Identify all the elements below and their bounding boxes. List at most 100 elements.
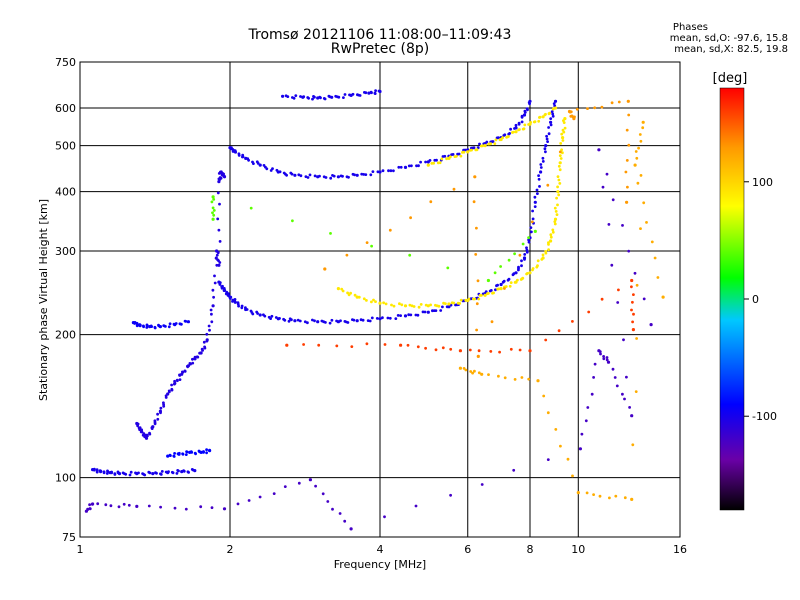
data-point: [216, 217, 220, 221]
data-point: [133, 322, 137, 325]
data-point: [538, 185, 541, 188]
data-point: [283, 485, 287, 488]
data-point: [621, 392, 624, 396]
data-point: [381, 169, 385, 173]
data-point: [627, 143, 631, 147]
data-point: [382, 301, 385, 305]
colorbar-tick-label: 0: [752, 293, 759, 306]
data-point: [639, 227, 642, 231]
data-point: [486, 278, 490, 283]
data-point: [623, 496, 627, 500]
data-point: [496, 136, 500, 140]
data-point: [208, 328, 211, 332]
data-point: [124, 472, 128, 476]
data-point: [475, 226, 478, 230]
data-point: [509, 127, 512, 131]
data-point: [616, 301, 620, 304]
data-point: [586, 406, 590, 409]
data-point: [211, 195, 215, 199]
data-point: [630, 278, 634, 283]
y-tick-label: 100: [55, 472, 76, 485]
data-point: [211, 206, 215, 210]
data-point: [293, 319, 297, 323]
data-point: [423, 310, 427, 314]
data-point: [216, 191, 220, 195]
data-point: [503, 287, 506, 290]
data-point: [429, 303, 432, 307]
data-point: [508, 284, 512, 288]
data-point: [386, 316, 390, 320]
data-point: [212, 198, 216, 201]
data-point: [525, 248, 529, 252]
data-point: [553, 206, 557, 210]
data-point: [462, 367, 466, 370]
data-point: [504, 285, 508, 288]
data-point: [480, 483, 484, 486]
data-point: [601, 185, 605, 189]
y-tick-label: 300: [55, 245, 76, 258]
data-point: [219, 170, 222, 174]
data-point: [104, 503, 108, 507]
data-point: [437, 304, 441, 308]
data-point: [234, 150, 238, 154]
data-point: [633, 271, 637, 275]
data-point: [290, 318, 293, 322]
data-point: [557, 193, 561, 197]
data-point: [313, 95, 316, 99]
data-point: [139, 430, 143, 434]
data-point: [252, 162, 255, 166]
data-point: [556, 185, 559, 189]
data-point: [109, 504, 113, 508]
data-point: [529, 226, 533, 230]
data-point: [598, 350, 602, 354]
data-point: [144, 436, 149, 440]
data-point: [631, 328, 636, 332]
data-point: [475, 328, 478, 332]
data-point: [106, 470, 110, 474]
data-point: [598, 494, 602, 498]
data-point: [605, 356, 609, 359]
data-point: [558, 161, 562, 165]
data-point: [561, 139, 565, 142]
data-point: [177, 451, 181, 455]
data-point: [205, 338, 209, 342]
data-point: [536, 264, 539, 268]
data-point: [520, 114, 524, 118]
data-point: [122, 502, 126, 506]
data-point: [613, 376, 617, 379]
data-point: [302, 95, 306, 99]
data-point: [483, 144, 487, 148]
data-point: [313, 319, 316, 323]
data-point: [539, 163, 543, 166]
data-point: [396, 314, 400, 317]
data-point: [191, 357, 194, 361]
data-point: [475, 148, 479, 152]
data-point: [513, 252, 516, 256]
data-point: [523, 109, 527, 113]
data-point: [188, 362, 192, 365]
data-point: [632, 293, 635, 296]
data-point: [434, 348, 438, 352]
data-point: [99, 469, 103, 473]
data-point: [458, 349, 462, 353]
data-point: [507, 258, 511, 262]
data-point: [449, 347, 453, 351]
data-point: [341, 174, 344, 178]
data-point: [443, 154, 447, 158]
data-point: [552, 102, 556, 105]
data-point: [210, 312, 213, 316]
colorbar-ticks: 100 0 -100: [744, 176, 777, 423]
data-point: [593, 362, 597, 366]
data-point: [394, 317, 398, 320]
data-point: [553, 220, 557, 224]
data-point: [485, 140, 489, 144]
data-point: [558, 154, 562, 158]
data-point: [477, 371, 481, 375]
data-point: [256, 162, 260, 165]
data-point: [487, 373, 490, 376]
data-point: [299, 95, 302, 98]
data-point: [172, 455, 176, 458]
y-tick-label: 200: [55, 329, 76, 342]
data-point: [217, 228, 221, 232]
data-point: [256, 312, 259, 315]
